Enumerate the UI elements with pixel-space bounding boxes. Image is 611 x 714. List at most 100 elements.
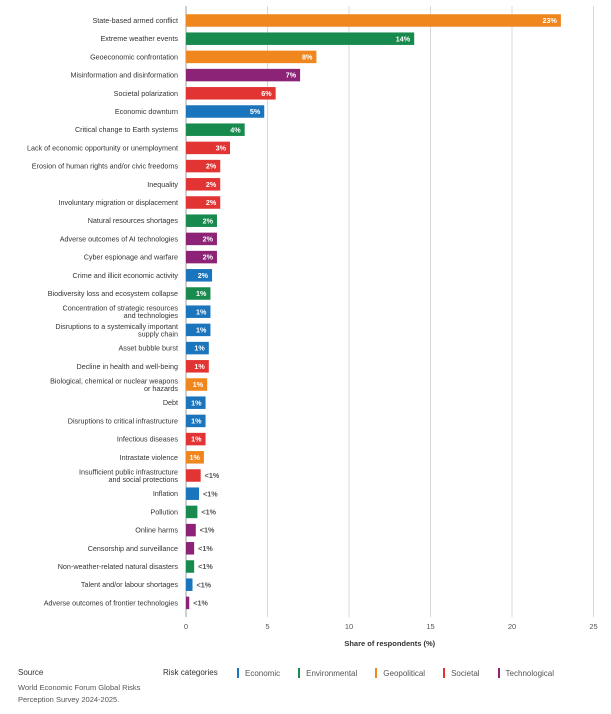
legend-label-technological: Technological xyxy=(505,668,555,678)
value-label: <1% xyxy=(203,489,218,498)
category-label: Insufficient public infrastructure and so… xyxy=(79,468,178,485)
bar xyxy=(186,560,195,573)
value-label: 1% xyxy=(194,344,205,353)
value-label: <1% xyxy=(200,526,215,535)
category-label: Infectious diseases xyxy=(117,435,179,444)
value-label: 2% xyxy=(206,180,217,189)
bar xyxy=(186,287,211,300)
category-label: Pollution xyxy=(150,507,178,516)
bar xyxy=(186,341,209,355)
legend-swatch-economic xyxy=(237,668,239,678)
value-label: <1% xyxy=(197,580,212,589)
category-label: Cyber espionage and warfare xyxy=(84,253,178,262)
bar xyxy=(186,596,190,610)
bar xyxy=(186,141,231,155)
bar xyxy=(186,414,206,428)
bar xyxy=(186,269,213,282)
value-label: 2% xyxy=(206,198,217,207)
category-label: Biological, chemical or nuclear weapons o… xyxy=(50,377,178,394)
bar xyxy=(186,178,221,191)
bar xyxy=(186,396,206,409)
bar xyxy=(186,214,217,227)
value-label: <1% xyxy=(198,544,213,553)
bar xyxy=(186,105,265,118)
category-label: Intrastate violence xyxy=(120,453,178,462)
value-label: 6% xyxy=(261,89,272,98)
x-tick-label: 0 xyxy=(184,622,188,631)
legend-swatch-technological xyxy=(497,668,500,678)
value-label: 2% xyxy=(203,235,214,244)
category-label: Adverse outcomes of AI technologies xyxy=(60,234,179,243)
value-label: 8% xyxy=(302,53,313,62)
value-label: <1% xyxy=(198,562,213,571)
value-label: 1% xyxy=(191,398,202,407)
category-label: Involuntary migration or displacement xyxy=(59,198,178,207)
category-label: Disruptions to a systemically important s… xyxy=(55,322,178,339)
bar xyxy=(186,14,561,27)
bar xyxy=(186,505,198,519)
value-label: 1% xyxy=(190,453,201,462)
bar xyxy=(186,451,204,464)
bar xyxy=(186,487,200,500)
bar xyxy=(186,523,196,537)
bar xyxy=(186,50,317,64)
value-label: 23% xyxy=(543,16,558,25)
value-label: 1% xyxy=(196,307,207,316)
category-label: Decline in health and well-being xyxy=(77,362,179,371)
category-label: Misinformation and disinformation xyxy=(71,71,178,80)
value-label: 1% xyxy=(193,380,204,389)
category-label: Economic downturn xyxy=(115,107,178,116)
value-label: 2% xyxy=(203,216,214,225)
category-label: Non-weather-related natural disasters xyxy=(58,562,179,571)
category-label: Erosion of human rights and/or civic fre… xyxy=(32,162,179,171)
legend: Economic Environmental Geopolitical Soci… xyxy=(237,668,554,678)
bar xyxy=(186,232,217,246)
value-label: 2% xyxy=(203,253,214,262)
value-label: 1% xyxy=(196,289,207,298)
x-tick-label: 15 xyxy=(426,622,434,631)
legend-item-technological: Technological xyxy=(497,668,555,678)
category-label: Talent and/or labour shortages xyxy=(81,580,178,589)
category-label: State-based armed conflict xyxy=(93,16,179,25)
category-label: Asset bubble burst xyxy=(118,344,178,353)
legend-item-environmental: Environmental xyxy=(298,668,357,678)
value-label: 1% xyxy=(196,326,207,335)
value-label: <1% xyxy=(205,471,220,480)
legend-title: Risk categories xyxy=(163,668,218,677)
category-label: Lack of economic opportunity or unemploy… xyxy=(27,143,178,152)
source-text: World Economic Forum Global Risks Percep… xyxy=(18,683,141,704)
value-label: 7% xyxy=(286,71,297,80)
category-label: Extreme weather events xyxy=(100,34,178,43)
bar xyxy=(186,87,276,100)
bar xyxy=(186,196,221,209)
category-label: Disruptions to critical infrastructure xyxy=(68,416,178,425)
category-label: Inequality xyxy=(147,180,178,189)
bar xyxy=(186,323,211,337)
category-label: Debt xyxy=(163,398,178,407)
category-label: Societal polarization xyxy=(114,89,178,98)
category-label: Geoeconomic confrontation xyxy=(90,52,178,61)
legend-label-societal: Societal xyxy=(451,668,480,678)
legend-item-geopolitical: Geopolitical xyxy=(375,668,425,678)
bar xyxy=(186,360,209,373)
x-axis-title: Share of respondents (%) xyxy=(344,639,435,648)
legend-item-societal: Societal xyxy=(443,668,480,678)
value-label: 1% xyxy=(191,435,202,444)
value-label: 1% xyxy=(194,362,205,371)
legend-swatch-geopolitical xyxy=(375,668,378,678)
value-label: 2% xyxy=(198,271,209,280)
bar-chart: 0 5 10 15 20 25 Share of respondents (%) State-… xyxy=(27,6,598,648)
value-label: 1% xyxy=(191,417,202,426)
bar xyxy=(186,578,193,591)
value-label: <1% xyxy=(201,508,216,517)
bar xyxy=(186,305,211,318)
bar xyxy=(186,378,208,391)
bar xyxy=(186,250,217,264)
legend-swatch-environmental xyxy=(298,668,301,678)
category-label: Online harms xyxy=(135,526,178,535)
value-label: 5% xyxy=(250,107,261,116)
bar xyxy=(186,432,206,446)
x-tick-label: 5 xyxy=(265,622,269,631)
value-label: 14% xyxy=(396,34,411,43)
